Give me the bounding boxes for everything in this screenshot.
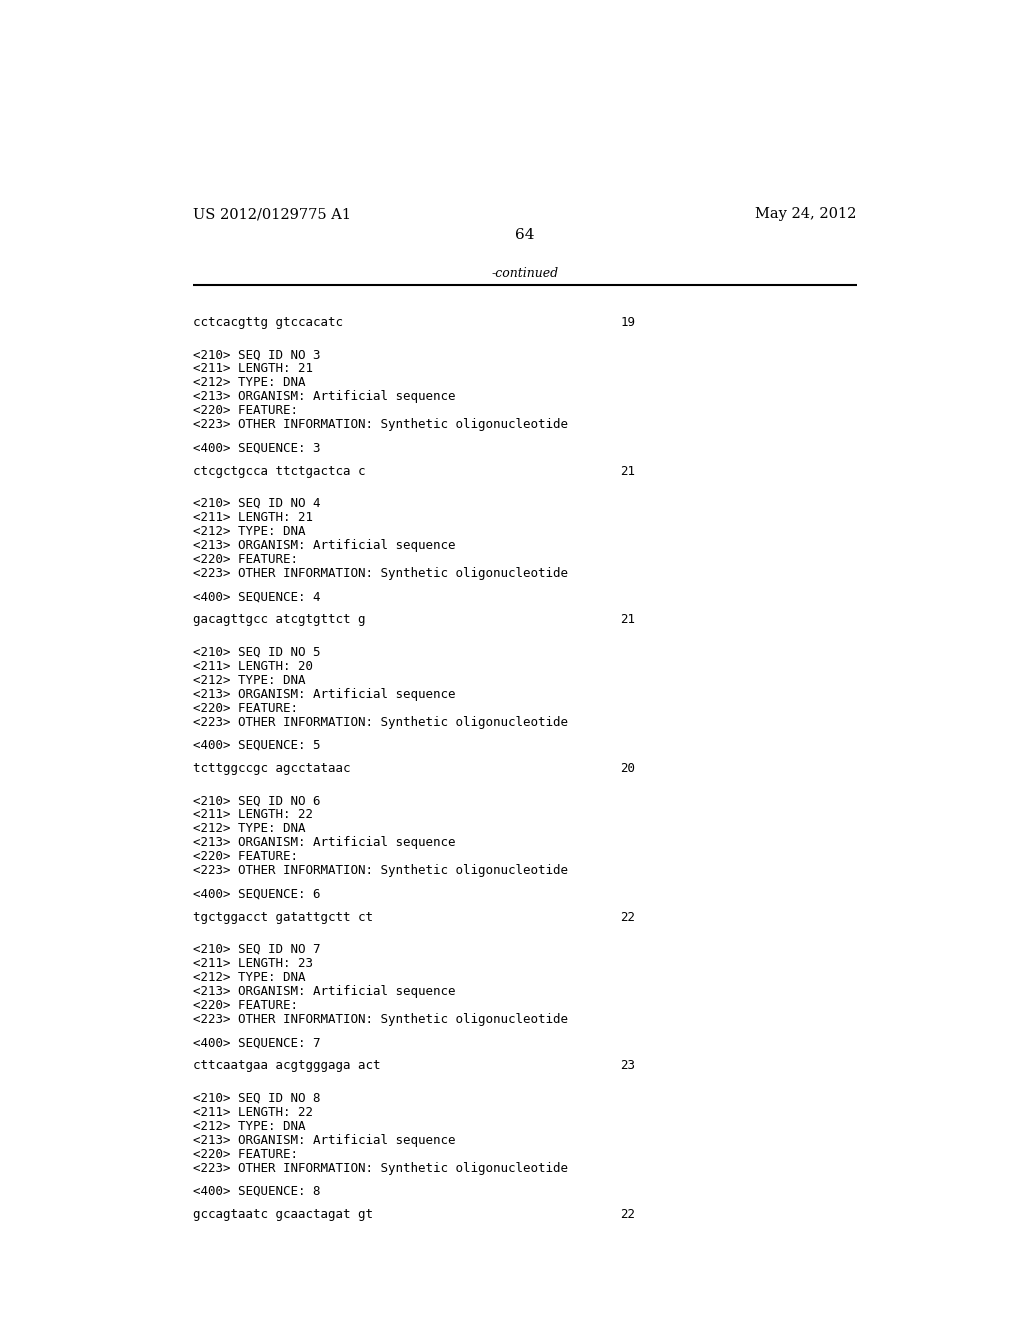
Text: <223> OTHER INFORMATION: Synthetic oligonucleotide: <223> OTHER INFORMATION: Synthetic oligo… (194, 865, 568, 878)
Text: -continued: -continued (492, 267, 558, 280)
Text: <400> SEQUENCE: 5: <400> SEQUENCE: 5 (194, 739, 321, 752)
Text: <220> FEATURE:: <220> FEATURE: (194, 999, 298, 1012)
Text: <211> LENGTH: 20: <211> LENGTH: 20 (194, 660, 313, 673)
Text: <400> SEQUENCE: 7: <400> SEQUENCE: 7 (194, 1036, 321, 1049)
Text: <210> SEQ ID NO 3: <210> SEQ ID NO 3 (194, 348, 321, 362)
Text: <223> OTHER INFORMATION: Synthetic oligonucleotide: <223> OTHER INFORMATION: Synthetic oligo… (194, 715, 568, 729)
Text: <210> SEQ ID NO 7: <210> SEQ ID NO 7 (194, 942, 321, 956)
Text: <213> ORGANISM: Artificial sequence: <213> ORGANISM: Artificial sequence (194, 688, 456, 701)
Text: 64: 64 (515, 227, 535, 242)
Text: 23: 23 (620, 1060, 635, 1072)
Text: 19: 19 (620, 315, 635, 329)
Text: <213> ORGANISM: Artificial sequence: <213> ORGANISM: Artificial sequence (194, 837, 456, 849)
Text: <400> SEQUENCE: 8: <400> SEQUENCE: 8 (194, 1185, 321, 1197)
Text: <210> SEQ ID NO 4: <210> SEQ ID NO 4 (194, 496, 321, 510)
Text: 21: 21 (620, 614, 635, 626)
Text: <220> FEATURE:: <220> FEATURE: (194, 553, 298, 566)
Text: <212> TYPE: DNA: <212> TYPE: DNA (194, 972, 305, 983)
Text: <220> FEATURE:: <220> FEATURE: (194, 404, 298, 417)
Text: <212> TYPE: DNA: <212> TYPE: DNA (194, 822, 305, 836)
Text: ctcgctgcca ttctgactca c: ctcgctgcca ttctgactca c (194, 465, 366, 478)
Text: <210> SEQ ID NO 6: <210> SEQ ID NO 6 (194, 795, 321, 808)
Text: <211> LENGTH: 23: <211> LENGTH: 23 (194, 957, 313, 970)
Text: <223> OTHER INFORMATION: Synthetic oligonucleotide: <223> OTHER INFORMATION: Synthetic oligo… (194, 1162, 568, 1175)
Text: US 2012/0129775 A1: US 2012/0129775 A1 (194, 207, 351, 222)
Text: <223> OTHER INFORMATION: Synthetic oligonucleotide: <223> OTHER INFORMATION: Synthetic oligo… (194, 568, 568, 579)
Text: <210> SEQ ID NO 8: <210> SEQ ID NO 8 (194, 1092, 321, 1105)
Text: gacagttgcc atcgtgttct g: gacagttgcc atcgtgttct g (194, 614, 366, 626)
Text: cttcaatgaa acgtgggaga act: cttcaatgaa acgtgggaga act (194, 1060, 381, 1072)
Text: <400> SEQUENCE: 4: <400> SEQUENCE: 4 (194, 590, 321, 603)
Text: <212> TYPE: DNA: <212> TYPE: DNA (194, 376, 305, 389)
Text: 22: 22 (620, 911, 635, 924)
Text: <211> LENGTH: 22: <211> LENGTH: 22 (194, 808, 313, 821)
Text: <220> FEATURE:: <220> FEATURE: (194, 850, 298, 863)
Text: <400> SEQUENCE: 3: <400> SEQUENCE: 3 (194, 441, 321, 454)
Text: <213> ORGANISM: Artificial sequence: <213> ORGANISM: Artificial sequence (194, 1134, 456, 1147)
Text: cctcacgttg gtccacatc: cctcacgttg gtccacatc (194, 315, 343, 329)
Text: <223> OTHER INFORMATION: Synthetic oligonucleotide: <223> OTHER INFORMATION: Synthetic oligo… (194, 1012, 568, 1026)
Text: gccagtaatc gcaactagat gt: gccagtaatc gcaactagat gt (194, 1208, 373, 1221)
Text: <212> TYPE: DNA: <212> TYPE: DNA (194, 673, 305, 686)
Text: <211> LENGTH: 21: <211> LENGTH: 21 (194, 511, 313, 524)
Text: <400> SEQUENCE: 6: <400> SEQUENCE: 6 (194, 887, 321, 900)
Text: <223> OTHER INFORMATION: Synthetic oligonucleotide: <223> OTHER INFORMATION: Synthetic oligo… (194, 418, 568, 432)
Text: <212> TYPE: DNA: <212> TYPE: DNA (194, 525, 305, 539)
Text: <210> SEQ ID NO 5: <210> SEQ ID NO 5 (194, 645, 321, 659)
Text: May 24, 2012: May 24, 2012 (755, 207, 856, 222)
Text: <211> LENGTH: 21: <211> LENGTH: 21 (194, 362, 313, 375)
Text: <220> FEATURE:: <220> FEATURE: (194, 702, 298, 714)
Text: <212> TYPE: DNA: <212> TYPE: DNA (194, 1119, 305, 1133)
Text: <220> FEATURE:: <220> FEATURE: (194, 1147, 298, 1160)
Text: tgctggacct gatattgctt ct: tgctggacct gatattgctt ct (194, 911, 373, 924)
Text: 20: 20 (620, 762, 635, 775)
Text: <211> LENGTH: 22: <211> LENGTH: 22 (194, 1106, 313, 1118)
Text: <213> ORGANISM: Artificial sequence: <213> ORGANISM: Artificial sequence (194, 391, 456, 404)
Text: 21: 21 (620, 465, 635, 478)
Text: 22: 22 (620, 1208, 635, 1221)
Text: <213> ORGANISM: Artificial sequence: <213> ORGANISM: Artificial sequence (194, 985, 456, 998)
Text: tcttggccgc agcctataac: tcttggccgc agcctataac (194, 762, 350, 775)
Text: <213> ORGANISM: Artificial sequence: <213> ORGANISM: Artificial sequence (194, 539, 456, 552)
